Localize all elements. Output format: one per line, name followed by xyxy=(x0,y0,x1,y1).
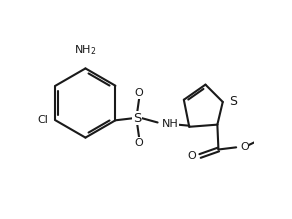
Text: O: O xyxy=(240,142,249,152)
Text: S: S xyxy=(133,112,141,125)
Text: NH: NH xyxy=(162,118,179,129)
Text: O: O xyxy=(187,151,196,161)
Text: S: S xyxy=(229,95,237,108)
Text: O: O xyxy=(135,138,144,148)
Text: Cl: Cl xyxy=(37,115,48,125)
Text: NH$_2$: NH$_2$ xyxy=(74,43,97,57)
Text: O: O xyxy=(135,88,144,98)
